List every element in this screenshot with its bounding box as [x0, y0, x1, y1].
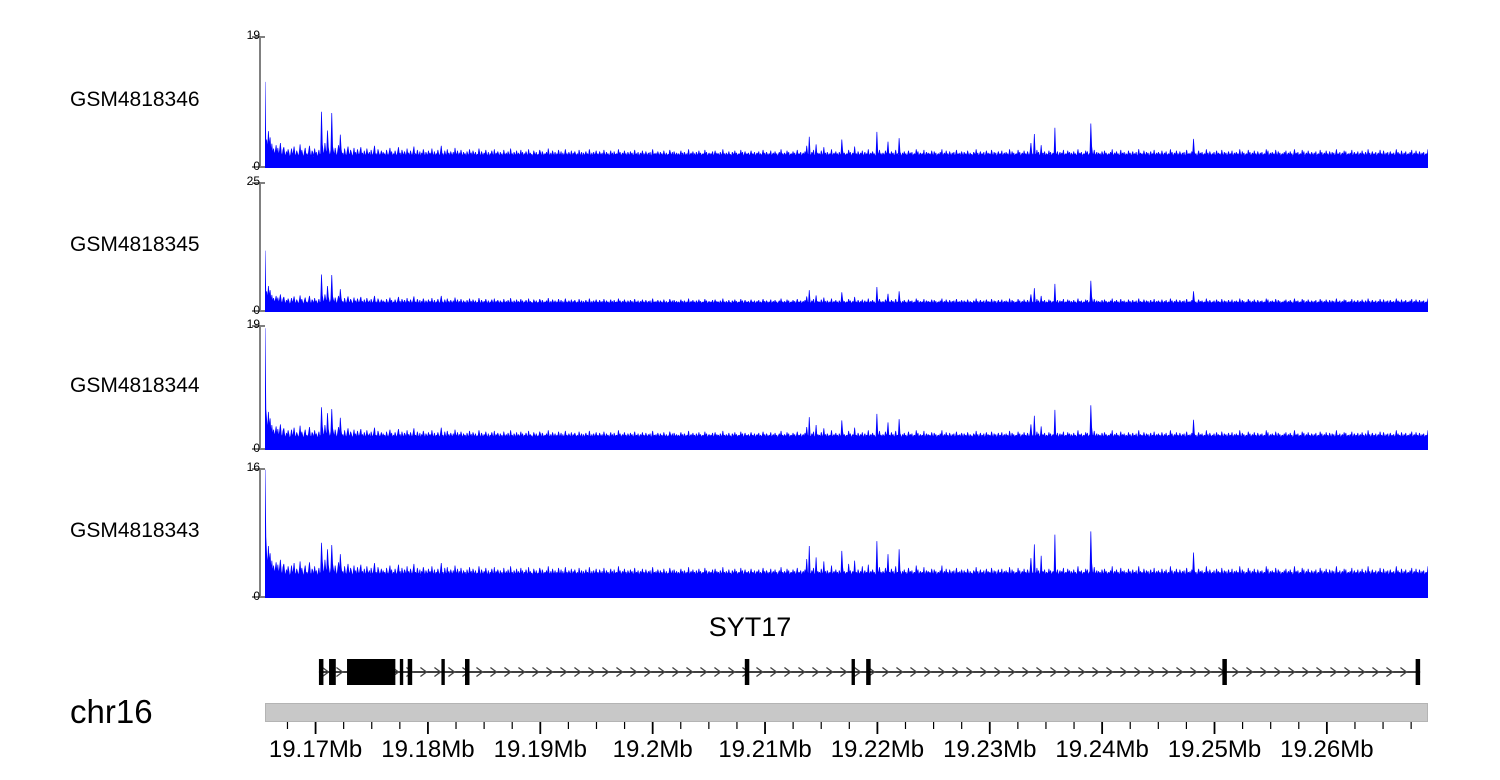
- y-axis-tick-max: [252, 182, 265, 184]
- y-axis-min-label: 0: [253, 159, 260, 173]
- axis-ruler-ticks: [265, 722, 1428, 736]
- ruler-tick-label: 19.17Mb: [268, 736, 363, 763]
- y-axis-max-label: 19: [246, 317, 260, 331]
- ruler-tick-label: 19.23Mb: [943, 736, 1037, 763]
- track-sample-label: GSM4818343: [70, 519, 200, 542]
- coverage-track: GSM4818343 16 0: [0, 461, 1500, 602]
- ruler-tick-label: 19.2Mb: [612, 736, 693, 763]
- y-axis-tick-min: [252, 448, 265, 450]
- ruler-tick-label: 19.21Mb: [718, 736, 812, 763]
- y-axis-tick-max: [252, 36, 265, 38]
- coverage-signal-area[interactable]: [265, 325, 1428, 450]
- y-axis-tick-max: [252, 468, 265, 470]
- coverage-signal-area[interactable]: [265, 468, 1428, 598]
- coverage-track: GSM4818344 19 0: [0, 318, 1500, 454]
- y-axis-tick-min: [252, 596, 265, 598]
- y-axis-min-label: 0: [253, 303, 260, 317]
- ruler-tick-label: 19.25Mb: [1167, 736, 1262, 763]
- y-axis-max-label: 19: [246, 28, 260, 42]
- track-sample-label: GSM4818346: [70, 88, 200, 111]
- axis-ruler-labels: 19.17Mb 19.18Mb 19.19Mb 19.2Mb 19.21Mb 19.22M…: [0, 736, 1500, 776]
- ruler-tick-label: 19.19Mb: [493, 736, 587, 763]
- ideogram-bar[interactable]: [265, 703, 1428, 722]
- y-axis-tick-min: [252, 310, 265, 312]
- ruler-tick-label: 19.24Mb: [1055, 736, 1149, 763]
- y-axis-min-label: 0: [253, 441, 260, 455]
- gene-model-track: SYT17: [0, 612, 1500, 692]
- y-axis-tick-min: [252, 166, 265, 168]
- y-axis-line: [259, 182, 265, 312]
- coverage-signal-area[interactable]: [265, 36, 1428, 168]
- coverage-track: GSM4818346 19 0: [0, 29, 1500, 172]
- ruler-tick-label: 19.26Mb: [1280, 736, 1374, 763]
- chromosome-label: chr16: [70, 693, 153, 730]
- y-axis-tick-max: [252, 325, 265, 327]
- y-axis-line: [259, 325, 265, 450]
- y-axis-line: [259, 468, 265, 598]
- y-axis-max-label: 16: [246, 460, 260, 474]
- coverage-signal-area[interactable]: [265, 182, 1428, 312]
- track-sample-label: GSM4818344: [70, 373, 200, 397]
- coverage-track: GSM4818345 25 0: [0, 175, 1500, 316]
- y-axis-max-label: 25: [246, 174, 260, 188]
- gene-name-label: SYT17: [708, 612, 792, 642]
- y-axis-line: [259, 36, 265, 168]
- y-axis-min-label: 0: [253, 589, 260, 603]
- ruler-tick-label: 19.22Mb: [830, 736, 925, 763]
- ruler-tick-label: 19.18Mb: [381, 736, 475, 763]
- track-sample-label: GSM4818345: [70, 233, 200, 256]
- gene-model-graphic[interactable]: [265, 652, 1428, 692]
